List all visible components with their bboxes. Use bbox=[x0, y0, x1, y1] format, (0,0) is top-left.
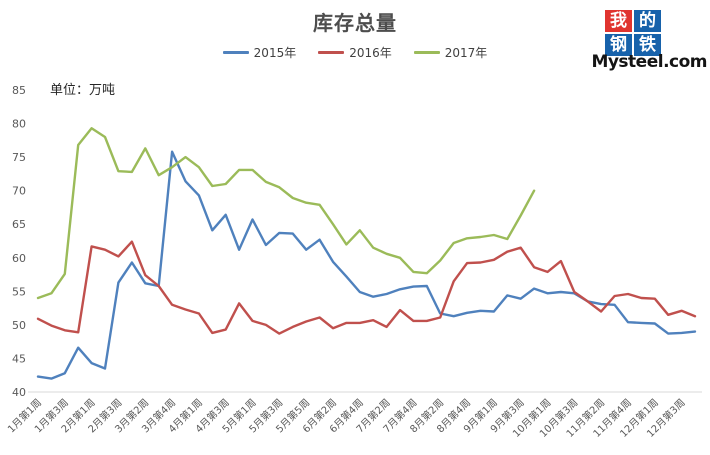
y-tick-label: 45 bbox=[12, 352, 26, 365]
logo-char-wo: 我 bbox=[605, 10, 632, 32]
legend-item-2016年: 2016年 bbox=[318, 44, 392, 61]
y-tick-label: 50 bbox=[12, 319, 26, 332]
y-tick-label: 85 bbox=[12, 84, 26, 97]
series-line-2016年 bbox=[36, 240, 697, 335]
series-line-2017年 bbox=[36, 127, 536, 300]
unit-label: 单位：万吨 bbox=[50, 83, 116, 98]
y-tick-label: 75 bbox=[12, 151, 26, 164]
legend-line-swatch bbox=[413, 51, 440, 54]
legend-item-2017年: 2017年 bbox=[413, 44, 488, 61]
mysteel-domain-text: Mysteel.com bbox=[591, 52, 707, 72]
chart-legend: 2015年 2016年 2017年 bbox=[0, 44, 710, 61]
legend-item-2015年: 2015年 bbox=[222, 44, 297, 61]
y-tick-label: 65 bbox=[12, 218, 26, 231]
y-tick-label: 40 bbox=[12, 386, 26, 399]
y-tick-label: 80 bbox=[12, 118, 26, 131]
logo-char-de: 的 bbox=[634, 10, 661, 32]
logo-char-tie: 铁 bbox=[634, 34, 661, 56]
y-tick-label: 60 bbox=[12, 252, 26, 265]
mysteel-logo-grid: 我 的 钢 铁 bbox=[605, 10, 661, 56]
legend-line-swatch bbox=[222, 51, 249, 54]
chart-title: 库存总量 bbox=[313, 11, 397, 35]
legend-label: 2015年 bbox=[253, 46, 297, 60]
y-tick-label: 55 bbox=[12, 285, 26, 298]
y-tick-label: 70 bbox=[12, 185, 26, 198]
legend-label: 2017年 bbox=[444, 46, 488, 60]
mysteel-logo: 我 的 钢 铁 Mysteel.com bbox=[591, 8, 707, 72]
legend-line-swatch bbox=[318, 51, 345, 54]
series-line-2015年 bbox=[36, 150, 697, 380]
logo-char-gang: 钢 bbox=[605, 34, 632, 56]
legend-label: 2016年 bbox=[349, 46, 392, 60]
